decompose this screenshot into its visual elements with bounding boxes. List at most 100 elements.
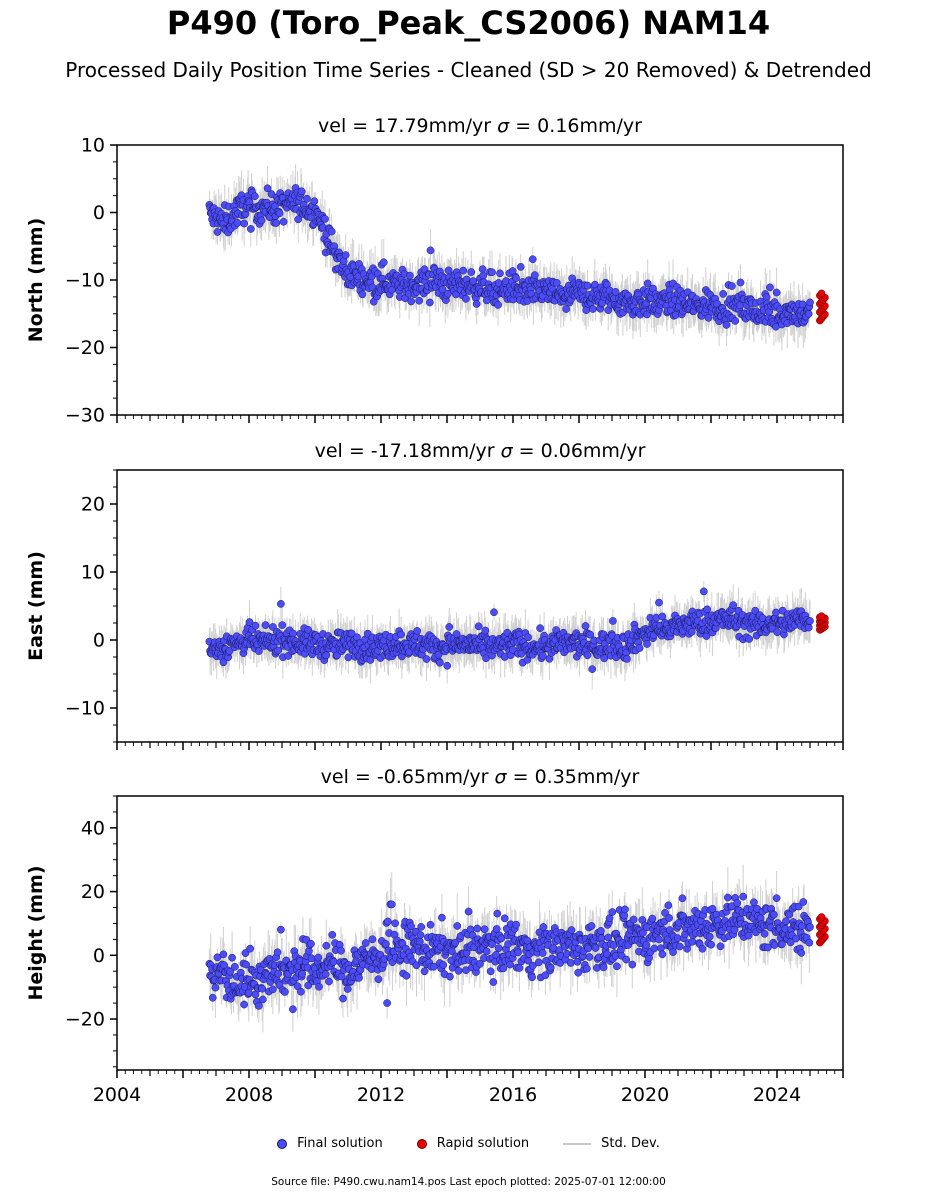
final-point xyxy=(251,621,260,630)
final-point xyxy=(731,317,740,325)
final-point xyxy=(225,647,234,655)
final-point xyxy=(407,297,416,306)
final-point xyxy=(524,633,532,642)
final-point xyxy=(328,930,337,939)
final-point xyxy=(643,640,651,648)
final-point xyxy=(347,629,356,638)
final-point xyxy=(208,993,217,1002)
panel-title-velocity: vel = 17.79mm/yr xyxy=(318,115,497,137)
final-point xyxy=(219,950,228,959)
final-point xyxy=(310,197,319,206)
final-points xyxy=(205,184,814,331)
ytick-label: 20 xyxy=(81,494,105,516)
final-point xyxy=(240,1000,248,1009)
final-point xyxy=(462,294,470,303)
final-point xyxy=(581,622,590,630)
final-point xyxy=(327,227,336,236)
final-point xyxy=(289,1005,297,1014)
panel-title-sigma: = 0.16mm/yr xyxy=(509,115,642,137)
panel-title-sigma: = 0.06mm/yr xyxy=(513,440,646,462)
rapid-point xyxy=(817,612,826,621)
final-point xyxy=(422,655,431,663)
final-point xyxy=(538,651,547,660)
final-point xyxy=(772,288,781,297)
final-point xyxy=(806,617,814,625)
final-point xyxy=(275,209,284,218)
final-point xyxy=(444,266,453,275)
final-point xyxy=(321,970,330,979)
final-point xyxy=(274,969,283,978)
final-point xyxy=(279,217,288,226)
final-point xyxy=(426,298,434,307)
final-point xyxy=(257,216,266,225)
rapid-points xyxy=(816,612,829,634)
final-point xyxy=(258,984,267,993)
final-point xyxy=(494,301,502,309)
ylabel-east: East (mm) xyxy=(25,551,47,661)
final-point xyxy=(806,298,814,307)
final-point xyxy=(325,977,333,986)
final-point xyxy=(772,608,780,617)
final-point xyxy=(508,645,517,654)
final-point xyxy=(341,251,350,259)
final-point xyxy=(379,258,388,267)
final-point xyxy=(699,587,708,596)
rapid-point xyxy=(817,289,826,298)
final-points xyxy=(205,892,814,1014)
final-point xyxy=(589,305,597,313)
final-point xyxy=(467,268,476,276)
final-point xyxy=(766,283,774,292)
sigma-symbol: σ xyxy=(501,440,514,462)
final-point xyxy=(337,946,345,955)
ytick-label: 0 xyxy=(93,630,105,652)
panel-title-height: vel = -0.65mm/yr σ = 0.35mm/yr xyxy=(321,766,640,788)
ytick-label: −10 xyxy=(65,270,105,292)
final-point xyxy=(469,277,478,285)
final-point xyxy=(281,988,289,996)
final-point xyxy=(528,255,537,264)
final-point xyxy=(635,644,644,652)
final-point xyxy=(387,285,396,294)
final-point xyxy=(586,630,595,639)
final-point xyxy=(719,290,728,298)
final-point xyxy=(623,655,631,663)
final-point xyxy=(242,960,250,969)
final-point xyxy=(426,246,435,255)
final-point xyxy=(314,953,323,962)
final-point xyxy=(329,957,338,966)
final-point xyxy=(277,925,285,934)
panel-north: vel = 17.79mm/yr σ = 0.16mm/yr North (mm)… xyxy=(25,115,844,427)
final-point xyxy=(405,271,414,280)
final-point xyxy=(346,273,355,281)
final-point xyxy=(443,661,452,670)
final-point xyxy=(269,985,277,994)
final-point xyxy=(658,612,667,621)
final-point xyxy=(240,219,248,228)
final-point xyxy=(261,621,270,629)
panel-title-east: vel = -17.18mm/yr σ = 0.06mm/yr xyxy=(315,440,646,462)
final-point xyxy=(727,282,736,290)
final-point xyxy=(609,617,617,625)
final-point xyxy=(474,622,483,631)
plot-area-east xyxy=(205,580,829,690)
final-point xyxy=(297,987,305,996)
final-point xyxy=(278,621,287,629)
rapid-points xyxy=(816,289,829,325)
final-point xyxy=(512,274,520,282)
final-point xyxy=(583,281,592,290)
final-point xyxy=(230,962,239,971)
final-point xyxy=(315,982,323,991)
final-point xyxy=(358,290,367,299)
panel-title-velocity: vel = -0.65mm/yr xyxy=(321,766,495,788)
final-point xyxy=(241,949,250,957)
final-point xyxy=(552,278,561,287)
final-point xyxy=(773,628,782,637)
final-point xyxy=(436,658,444,667)
final-point xyxy=(643,279,652,288)
panel-east: vel = -17.18mm/yr σ = 0.06mm/yr East (mm)… xyxy=(25,440,844,750)
final-point xyxy=(254,647,263,655)
final-point xyxy=(583,651,592,660)
final-point xyxy=(322,651,331,660)
final-point xyxy=(536,624,544,632)
final-point xyxy=(445,623,454,631)
